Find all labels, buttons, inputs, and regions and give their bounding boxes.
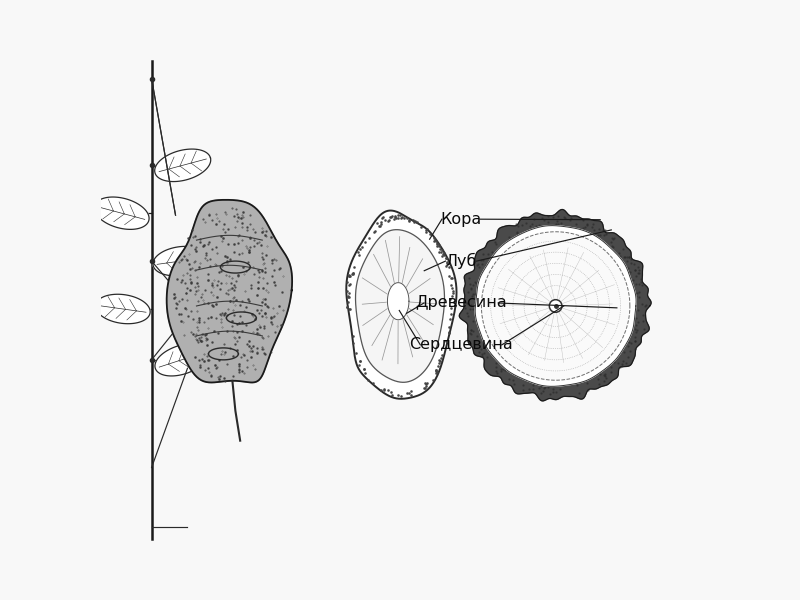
Polygon shape bbox=[95, 294, 150, 324]
Polygon shape bbox=[154, 149, 210, 182]
Text: Кора: Кора bbox=[441, 212, 482, 227]
Polygon shape bbox=[94, 197, 149, 229]
Text: Древесина: Древесина bbox=[415, 295, 507, 310]
Text: Сердцевина: Сердцевина bbox=[409, 337, 513, 352]
Polygon shape bbox=[482, 232, 630, 380]
Polygon shape bbox=[475, 226, 636, 386]
Polygon shape bbox=[155, 344, 208, 376]
Polygon shape bbox=[459, 209, 651, 401]
Polygon shape bbox=[166, 200, 292, 382]
Polygon shape bbox=[387, 283, 409, 320]
Circle shape bbox=[550, 299, 562, 312]
Polygon shape bbox=[355, 230, 445, 382]
Polygon shape bbox=[153, 247, 208, 276]
Polygon shape bbox=[346, 211, 457, 399]
Text: Луб: Луб bbox=[446, 253, 477, 269]
